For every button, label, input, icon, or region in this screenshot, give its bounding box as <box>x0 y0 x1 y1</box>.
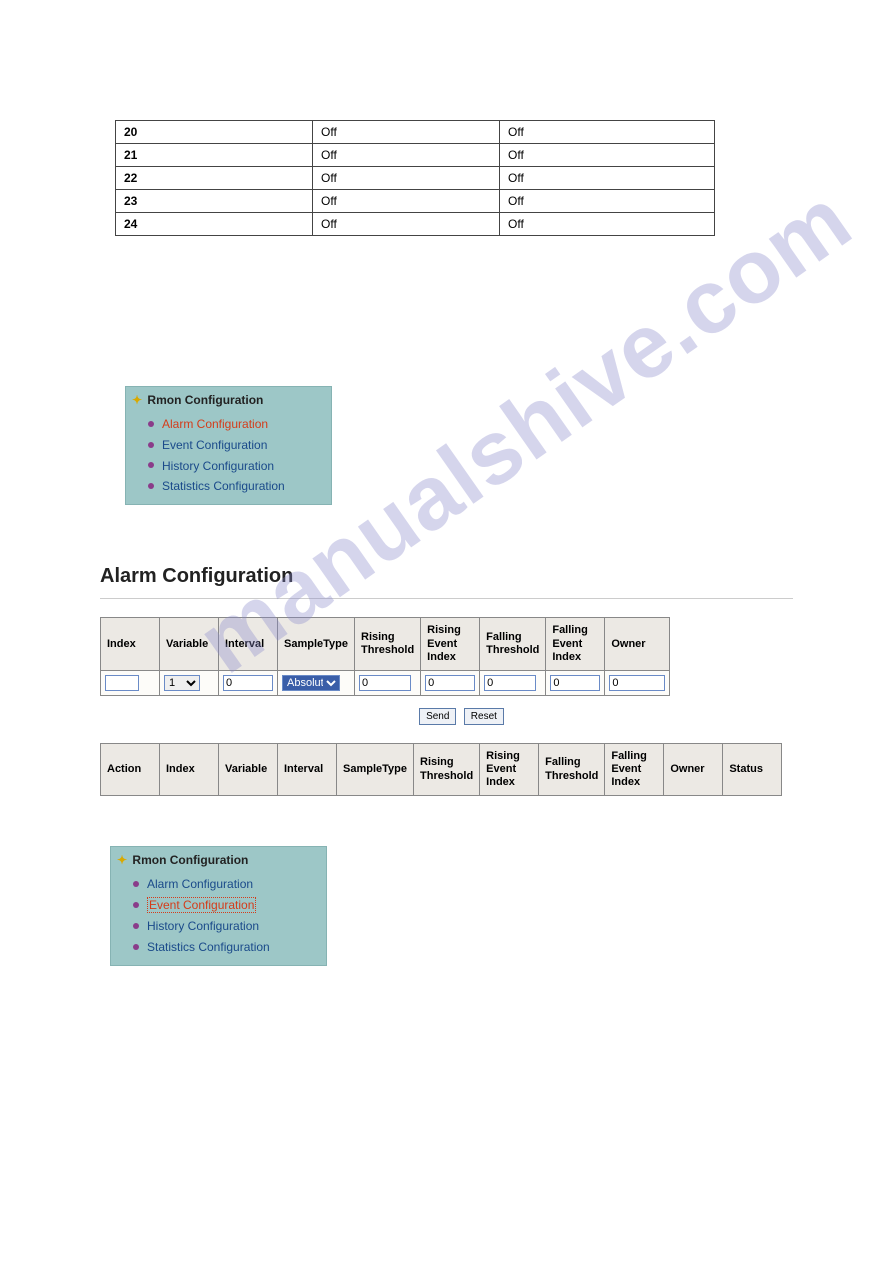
list-item: Event Configuration <box>148 434 331 455</box>
table-cell: 20 <box>116 121 313 144</box>
rmon-config-panel-2: ✦ Rmon Configuration Alarm Configuration… <box>110 846 327 965</box>
alarm-results-table: ActionIndexVariableIntervalSampleTypeRis… <box>100 743 782 797</box>
bullet-icon <box>133 881 139 887</box>
page-title: Alarm Configuration <box>100 565 823 588</box>
table-cell: Off <box>500 144 715 167</box>
owner-input[interactable] <box>609 675 665 691</box>
column-header: Index <box>160 743 219 796</box>
table-row: 23OffOff <box>116 190 715 213</box>
table-cell: Off <box>313 144 500 167</box>
rmon-menu-link[interactable]: Statistics Configuration <box>147 940 270 954</box>
list-item: History Configuration <box>133 915 326 936</box>
bullet-icon <box>148 421 154 427</box>
column-header: Owner <box>605 618 670 671</box>
column-header: Action <box>101 743 160 796</box>
column-header: SampleType <box>278 618 355 671</box>
column-header: FallingThreshold <box>480 618 546 671</box>
button-row: Send Reset <box>100 708 823 725</box>
rmon-title-text: Rmon Configuration <box>132 853 248 867</box>
table-row: 20OffOff <box>116 121 715 144</box>
column-header: Interval <box>278 743 337 796</box>
column-header: Status <box>723 743 782 796</box>
column-header: Owner <box>664 743 723 796</box>
table-cell: Off <box>313 167 500 190</box>
list-item: Statistics Configuration <box>133 936 326 957</box>
reset-button[interactable]: Reset <box>464 708 504 725</box>
bullet-icon <box>148 462 154 468</box>
star-icon: ✦ <box>132 393 142 407</box>
rmon-title-text: Rmon Configuration <box>147 393 263 407</box>
rmon-menu-link[interactable]: Event Configuration <box>162 438 267 452</box>
list-item: Alarm Configuration <box>133 873 326 894</box>
rising-event-input[interactable] <box>425 675 475 691</box>
alarm-form-table: IndexVariableIntervalSampleTypeRisingThr… <box>100 617 670 696</box>
column-header: Interval <box>219 618 278 671</box>
rmon-menu-link[interactable]: History Configuration <box>162 458 274 472</box>
column-header: RisingThreshold <box>414 743 480 796</box>
variable-select[interactable]: 1 <box>164 675 200 691</box>
rmon-menu-link[interactable]: Alarm Configuration <box>147 877 253 891</box>
column-header: Variable <box>219 743 278 796</box>
table-row: 24OffOff <box>116 213 715 236</box>
table-row: 22OffOff <box>116 167 715 190</box>
table-cell: 21 <box>116 144 313 167</box>
list-item: History Configuration <box>148 455 331 476</box>
column-header: FallingEventIndex <box>546 618 605 671</box>
list-item: Event Configuration <box>133 894 326 915</box>
port-status-table: 20OffOff21OffOff22OffOff23OffOff24OffOff <box>115 120 715 236</box>
column-header: FallingThreshold <box>539 743 605 796</box>
rising-threshold-input[interactable] <box>359 675 411 691</box>
table-cell: Off <box>313 121 500 144</box>
falling-threshold-input[interactable] <box>484 675 536 691</box>
interval-input[interactable] <box>223 675 273 691</box>
column-header: Variable <box>160 618 219 671</box>
star-icon: ✦ <box>117 853 127 867</box>
table-cell: 24 <box>116 213 313 236</box>
rmon-menu-link[interactable]: History Configuration <box>147 919 259 933</box>
bullet-icon <box>133 923 139 929</box>
rmon-menu-link[interactable]: Statistics Configuration <box>162 479 285 493</box>
table-cell: 22 <box>116 167 313 190</box>
falling-event-input[interactable] <box>550 675 600 691</box>
table-cell: Off <box>500 121 715 144</box>
table-cell: Off <box>500 213 715 236</box>
column-header: SampleType <box>337 743 414 796</box>
table-cell: Off <box>313 190 500 213</box>
table-cell: Off <box>313 213 500 236</box>
bullet-icon <box>133 944 139 950</box>
table-cell: 23 <box>116 190 313 213</box>
bullet-icon <box>133 902 139 908</box>
rmon-panel-title: ✦ Rmon Configuration <box>126 391 331 413</box>
send-button[interactable]: Send <box>419 708 456 725</box>
sampletype-select[interactable]: Absolute <box>282 675 340 691</box>
column-header: RisingEventIndex <box>480 743 539 796</box>
column-header: Index <box>101 618 160 671</box>
table-row: 21OffOff <box>116 144 715 167</box>
rmon-config-panel-1: ✦ Rmon Configuration Alarm Configuration… <box>125 386 332 505</box>
column-header: FallingEventIndex <box>605 743 664 796</box>
column-header: RisingEventIndex <box>421 618 480 671</box>
bullet-icon <box>148 483 154 489</box>
index-input[interactable] <box>105 675 139 691</box>
table-cell: Off <box>500 167 715 190</box>
rmon-menu-list-1: Alarm Configuration Event Configuration Hi… <box>126 413 331 496</box>
table-cell: Off <box>500 190 715 213</box>
rmon-menu-link[interactable]: Alarm Configuration <box>162 417 268 431</box>
list-item: Alarm Configuration <box>148 413 331 434</box>
list-item: Statistics Configuration <box>148 475 331 496</box>
rmon-menu-list-2: Alarm Configuration Event Configuration Hi… <box>111 873 326 956</box>
rmon-panel-title: ✦ Rmon Configuration <box>111 851 326 873</box>
column-header: RisingThreshold <box>355 618 421 671</box>
rmon-menu-link[interactable]: Event Configuration <box>147 897 256 913</box>
bullet-icon <box>148 442 154 448</box>
section-divider <box>100 598 793 599</box>
